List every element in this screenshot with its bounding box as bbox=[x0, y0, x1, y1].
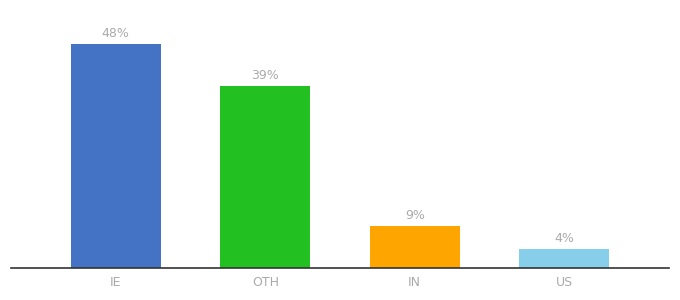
Bar bbox=[520, 249, 609, 268]
Text: 48%: 48% bbox=[102, 27, 130, 40]
Text: 39%: 39% bbox=[252, 69, 279, 82]
Bar bbox=[71, 44, 160, 268]
Bar bbox=[370, 226, 460, 268]
Text: 4%: 4% bbox=[554, 232, 574, 245]
Bar bbox=[220, 86, 310, 268]
Text: 9%: 9% bbox=[405, 209, 425, 222]
